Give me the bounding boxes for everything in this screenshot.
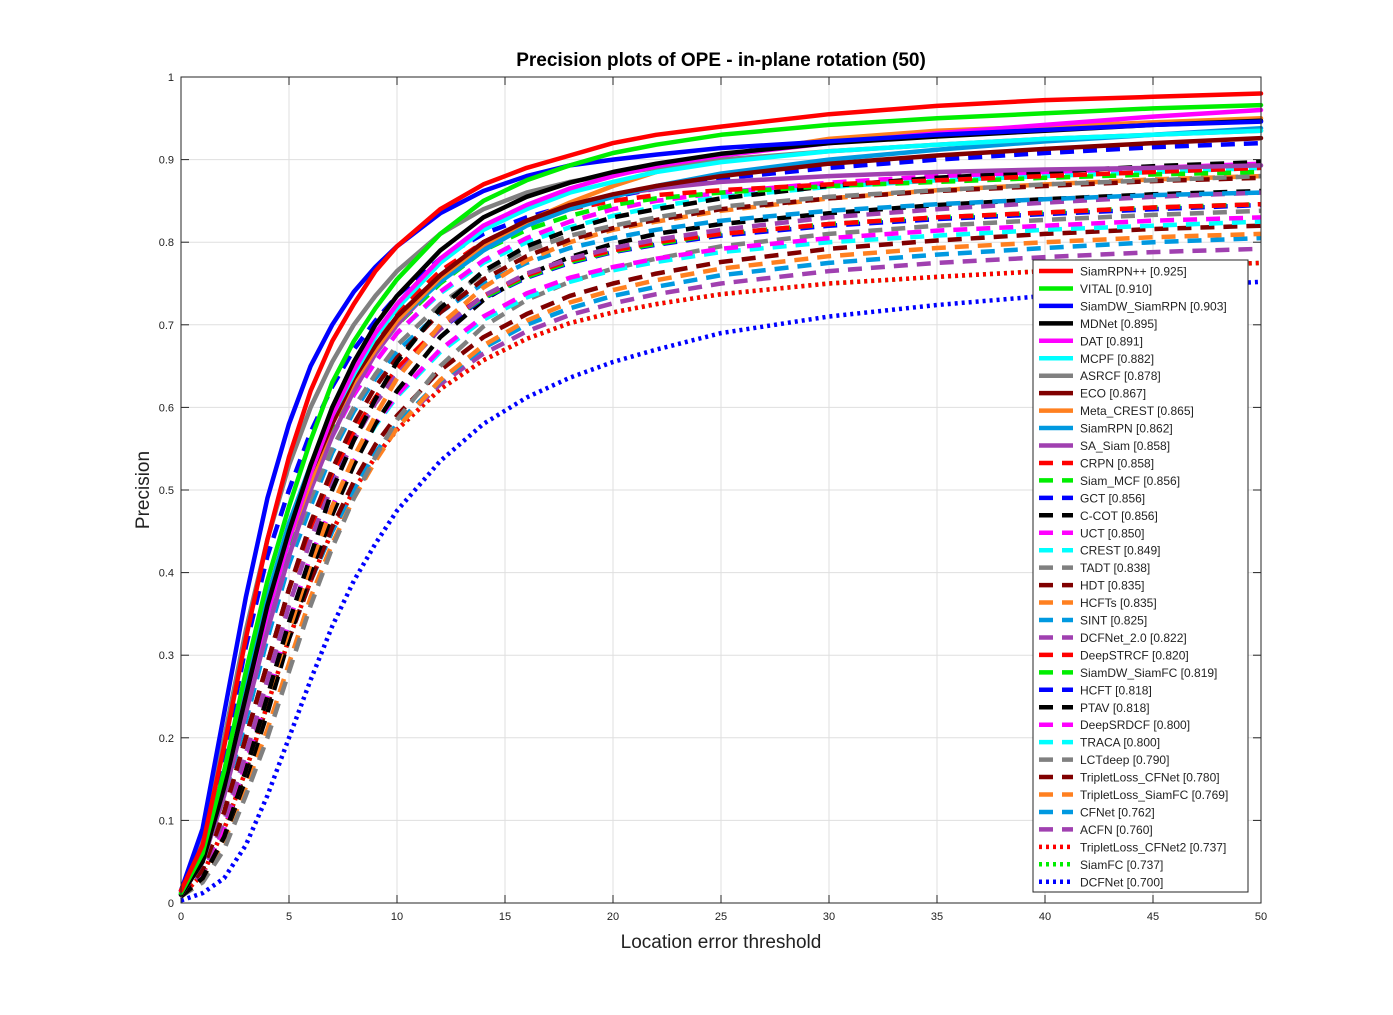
legend-label: SiamDW_SiamFC [0.819] — [1080, 666, 1217, 680]
x-tick-label: 30 — [823, 911, 835, 923]
legend-label: MCPF [0.882] — [1080, 352, 1154, 366]
legend-label: CRPN [0.858] — [1080, 456, 1154, 470]
series-line-c-cot — [179, 159, 1262, 899]
legend-label: SINT [0.825] — [1080, 614, 1147, 628]
x-tick-label: 45 — [1147, 911, 1159, 923]
y-tick-label: 1 — [168, 72, 174, 84]
legend-label: Siam_MCF [0.856] — [1080, 474, 1180, 488]
y-axis-title: Precision — [133, 451, 154, 529]
legend-label: CFNet [0.762] — [1080, 805, 1155, 819]
chart-title: Precision plots of OPE - in-plane rotati… — [516, 50, 926, 71]
x-axis-title: Location error threshold — [621, 932, 822, 953]
y-tick-label: 0.4 — [159, 568, 174, 580]
series-line-ptav — [179, 188, 1262, 899]
x-tick-label: 35 — [931, 911, 943, 923]
legend-label: DeepSTRCF [0.820] — [1080, 648, 1189, 662]
series-line-dcfnet-2-0 — [179, 190, 1262, 898]
series-line-siamdw-siamrpn — [178, 119, 1264, 893]
series-line-crest — [179, 165, 1262, 896]
legend-label: TripletLoss_CFNet [0.780] — [1080, 771, 1220, 785]
series-line-dcfnet — [180, 279, 1262, 903]
legend-label: TADT [0.838] — [1080, 561, 1150, 575]
legend-label: HDT [0.835] — [1080, 579, 1144, 593]
legend: SiamRPN++ [0.925] VITAL [0.910] SiamDW_Sia… — [1032, 259, 1249, 893]
legend-label: MDNet [0.895] — [1080, 317, 1157, 331]
legend-label: VITAL [0.910] — [1080, 282, 1152, 296]
legend-box — [1032, 259, 1249, 893]
x-tick-label: 50 — [1255, 911, 1267, 923]
legend-label: Meta_CREST [0.865] — [1080, 404, 1194, 418]
y-tick-label: 0.3 — [159, 650, 174, 662]
x-tick-label: 5 — [286, 911, 292, 923]
y-tick-label: 0.7 — [159, 320, 174, 332]
legend-label: ASRCF [0.878] — [1080, 369, 1161, 383]
legend-label: TRACA [0.800] — [1080, 736, 1160, 750]
series-line-deepsrdcf — [179, 215, 1262, 898]
legend-label: LCTdeep [0.790] — [1080, 753, 1169, 767]
series-line-lctdeep — [179, 208, 1262, 899]
legend-label: ECO [0.867] — [1080, 387, 1146, 401]
legend-label: TripletLoss_CFNet2 [0.737] — [1080, 840, 1226, 854]
x-tick-label: 25 — [715, 911, 727, 923]
legend-label: HCFT [0.818] — [1080, 683, 1152, 697]
series-line-uct — [179, 161, 1262, 896]
legend-label: DCFNet_2.0 [0.822] — [1080, 631, 1187, 645]
legend-label: ACFN [0.760] — [1080, 823, 1153, 837]
y-tick-label: 0.9 — [159, 155, 174, 167]
legend-label: DAT [0.891] — [1080, 334, 1143, 348]
series-line-tripletloss-siamfc — [179, 231, 1262, 899]
axis-ticks: 0 5 10 15 20 25 30 35 40 45 50 0 0.1 0.2 0.3 0.4 0.5 0.6 0… — [159, 72, 1267, 923]
legend-label: C-COT [0.856] — [1080, 509, 1158, 523]
x-tick-label: 40 — [1039, 911, 1051, 923]
series-line-tadt — [179, 173, 1262, 896]
y-tick-label: 0.8 — [159, 237, 174, 249]
y-tick-label: 0 — [168, 898, 174, 910]
legend-label: SiamDW_SiamRPN [0.903] — [1080, 299, 1227, 313]
legend-label: SiamRPN++ [0.925] — [1080, 265, 1187, 279]
x-tick-label: 20 — [607, 911, 619, 923]
legend-label: SiamFC [0.737] — [1080, 858, 1163, 872]
y-tick-label: 0.1 — [159, 815, 174, 827]
legend-label: SA_Siam [0.858] — [1080, 439, 1170, 453]
legend-label: HCFTs [0.835] — [1080, 596, 1157, 610]
legend-label: DeepSRDCF [0.800] — [1080, 718, 1190, 732]
series-line-vital — [178, 102, 1264, 896]
series-line-hdt — [179, 175, 1262, 897]
legend-label: CREST [0.849] — [1080, 544, 1160, 558]
legend-label: PTAV [0.818] — [1080, 701, 1150, 715]
legend-label: SiamRPN [0.862] — [1080, 422, 1173, 436]
series-line-siamrpn — [178, 125, 1264, 896]
y-tick-label: 0.2 — [159, 733, 174, 745]
y-tick-label: 0.6 — [159, 402, 174, 414]
legend-label: DCFNet [0.700] — [1080, 875, 1163, 889]
y-tick-label: 0.5 — [159, 485, 174, 497]
legend-label: UCT [0.850] — [1080, 526, 1144, 540]
series-group — [178, 91, 1264, 903]
legend-label: GCT [0.856] — [1080, 491, 1145, 505]
x-tick-label: 0 — [178, 911, 184, 923]
x-tick-label: 10 — [391, 911, 403, 923]
legend-label: TripletLoss_SiamFC [0.769] — [1080, 788, 1228, 802]
x-tick-label: 15 — [499, 911, 511, 923]
series-line-siamrpn- — [178, 91, 1264, 893]
